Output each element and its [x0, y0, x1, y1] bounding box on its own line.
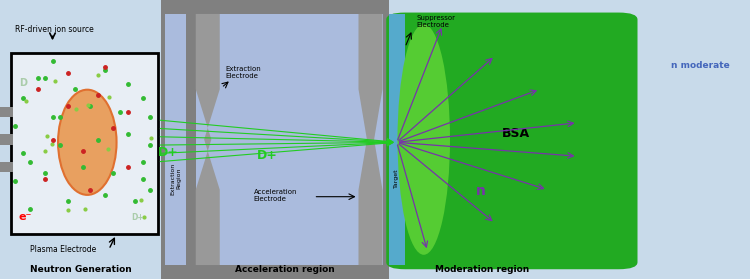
Bar [0, 162, 13, 172]
Text: Extraction
Region: Extraction Region [170, 162, 181, 195]
Bar [0, 134, 13, 145]
Text: BSA: BSA [502, 128, 530, 140]
Bar [0, 107, 13, 117]
Polygon shape [196, 14, 220, 265]
Text: D+: D+ [257, 149, 278, 162]
Text: n: n [476, 184, 486, 198]
Text: n moderate: n moderate [671, 61, 730, 70]
FancyBboxPatch shape [386, 13, 638, 269]
Bar [161, 0, 190, 279]
Text: Neutron Generation: Neutron Generation [30, 265, 132, 274]
Text: Acceleration
Electrode: Acceleration Electrode [254, 189, 297, 202]
Bar [196, 14, 382, 265]
Polygon shape [358, 14, 382, 265]
Text: Moderation region: Moderation region [435, 265, 530, 274]
Text: D+: D+ [131, 213, 144, 222]
Text: e⁻: e⁻ [19, 212, 32, 222]
Bar [165, 14, 186, 265]
Text: RF-driven ion source: RF-driven ion source [15, 25, 94, 34]
Text: D: D [19, 78, 27, 88]
Ellipse shape [58, 90, 116, 195]
Text: Plasma Electrode: Plasma Electrode [30, 246, 96, 254]
Text: Acceleration region: Acceleration region [235, 265, 334, 274]
Bar [388, 14, 405, 265]
Text: D+: D+ [158, 146, 178, 159]
Text: Target: Target [394, 169, 399, 188]
Bar [11, 53, 158, 234]
Text: Suppressor
Electrode: Suppressor Electrode [416, 15, 455, 28]
Bar [190, 0, 388, 279]
Ellipse shape [398, 24, 450, 255]
Text: Extraction
Electrode: Extraction Electrode [226, 66, 262, 79]
